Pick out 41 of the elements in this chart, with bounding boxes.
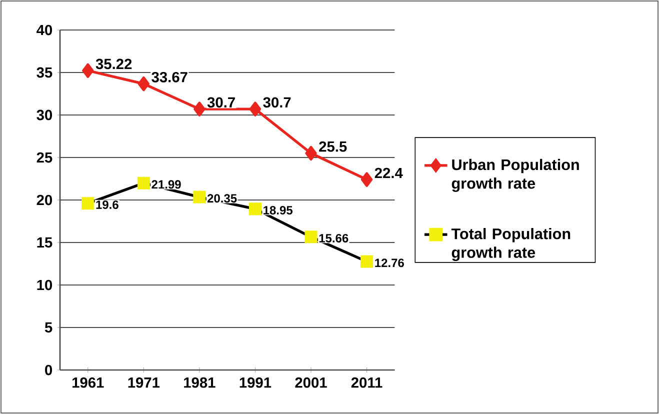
data-label: 18.95 (264, 206, 293, 215)
data-label: 20.35 (207, 194, 237, 203)
x-tick-label: 1991 (240, 377, 272, 388)
x-tick-label: 2001 (295, 377, 327, 388)
point (305, 146, 317, 161)
y-tick-label: 20 (36, 194, 52, 206)
point (82, 197, 94, 210)
x-tick-label: 2011 (351, 377, 382, 388)
data-label: 19.6 (96, 200, 118, 209)
point (248, 202, 262, 216)
data-label: 30.7 (263, 97, 291, 108)
x-tick-label: 1981 (184, 377, 216, 388)
data-label: 22.4 (374, 168, 403, 178)
y-tick-label: 35 (36, 67, 52, 78)
legend-label: Urban Population growth rate (452, 158, 579, 192)
point (137, 176, 150, 190)
data-label: 33.67 (152, 72, 188, 82)
y-tick-label: 10 (37, 280, 52, 290)
data-label: 12.76 (375, 258, 404, 268)
data-label: 35.22 (96, 58, 132, 70)
point (360, 255, 374, 268)
y-tick-label: 5 (44, 322, 52, 333)
point (249, 102, 262, 116)
data-label: 21.99 (152, 180, 181, 189)
data-label: 30.7 (207, 97, 235, 108)
y-tick-label: 25 (36, 152, 52, 163)
y-tick-label: 0 (45, 364, 52, 376)
point (304, 230, 318, 244)
point (82, 63, 94, 78)
point (193, 190, 206, 204)
point (360, 172, 373, 187)
x-tick-label: 1971 (128, 377, 160, 388)
data-label: 25.5 (319, 141, 347, 152)
y-tick-label: 40 (36, 24, 52, 36)
legend-label: Total Population growth rate (451, 228, 570, 262)
x-tick-label: 1961 (72, 377, 104, 388)
point (138, 76, 150, 92)
y-tick-label: 30 (36, 110, 52, 120)
y-tick-label: 15 (37, 237, 52, 248)
point (194, 102, 206, 116)
data-label: 15.66 (319, 234, 348, 242)
